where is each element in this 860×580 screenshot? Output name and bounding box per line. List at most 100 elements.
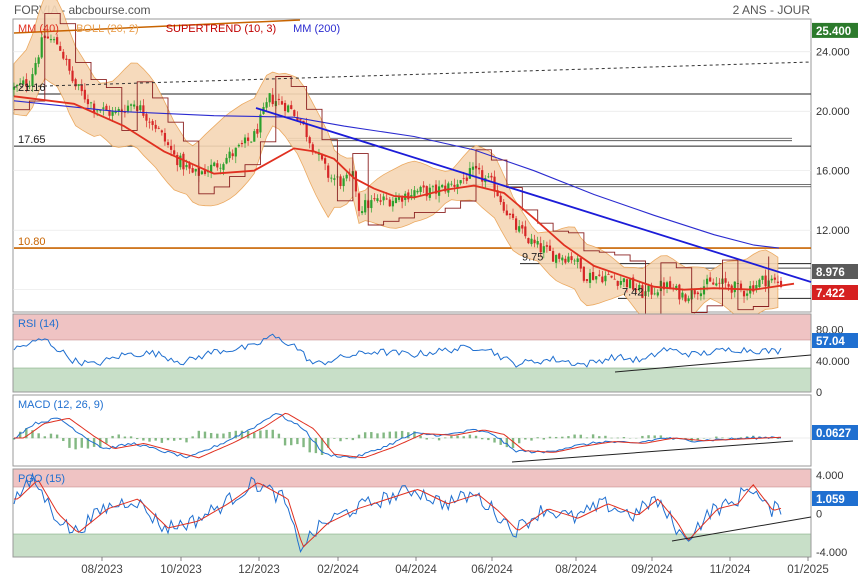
candle-body xyxy=(441,184,444,188)
candle-body xyxy=(231,153,234,157)
candle-body xyxy=(570,256,573,261)
macd-histogram-bar xyxy=(450,435,453,439)
candle-body xyxy=(108,110,111,116)
candle-body xyxy=(28,85,31,87)
supertrend-line xyxy=(14,12,770,315)
macd-histogram-bar xyxy=(37,433,40,439)
svg-text:25.400: 25.400 xyxy=(816,26,851,38)
candle-body xyxy=(31,74,34,87)
candle-body xyxy=(755,285,758,290)
macd-histogram-bar xyxy=(296,438,299,445)
candle-body xyxy=(40,37,43,58)
macd-histogram-bar xyxy=(530,438,533,441)
macd-histogram-bar xyxy=(290,438,293,446)
pgo-tick-label: 0 xyxy=(816,508,822,520)
candle-body xyxy=(247,137,250,141)
candle-body xyxy=(360,211,364,214)
candle-body xyxy=(653,293,656,295)
macd-histogram-bar xyxy=(357,434,361,439)
macd-histogram-bar xyxy=(222,433,225,439)
candle-body xyxy=(129,104,133,106)
candle-body xyxy=(22,80,25,85)
pgo-title: PGO (15) xyxy=(18,473,65,485)
macd-histogram-bar xyxy=(160,438,164,443)
candle-body xyxy=(468,168,471,179)
candle-body xyxy=(157,127,160,129)
pgo-badge: 1.059 xyxy=(812,491,858,506)
price-badge: 25.400 xyxy=(812,22,858,38)
candle-body xyxy=(176,154,179,166)
candle-body xyxy=(299,119,302,121)
macd-histogram-bar xyxy=(394,431,398,439)
legend-entry: SUPERTREND (10, 3) xyxy=(166,23,276,35)
candle-body xyxy=(243,137,247,144)
macd-histogram-bar xyxy=(246,431,250,439)
candle-body xyxy=(444,185,447,192)
svg-text:1.059: 1.059 xyxy=(816,494,845,506)
candle-body xyxy=(37,57,40,64)
candle-body xyxy=(271,94,274,105)
candle-body xyxy=(277,98,281,100)
x-tick-label: 06/2024 xyxy=(471,564,513,576)
macd-histogram-bar xyxy=(345,438,348,440)
candle-body xyxy=(696,292,699,295)
macd-histogram-bar xyxy=(474,435,478,439)
candle-body xyxy=(105,105,108,111)
candle-body xyxy=(702,286,706,295)
x-tick-label: 02/2024 xyxy=(317,564,359,576)
candle-body xyxy=(394,197,398,204)
candle-body xyxy=(533,239,536,244)
candle-body xyxy=(250,141,253,143)
candle-body xyxy=(678,284,681,300)
candle-body xyxy=(776,281,780,283)
macd-histogram-bar xyxy=(653,435,656,439)
candle-body xyxy=(370,200,373,209)
candle-body xyxy=(604,275,607,282)
candle-body xyxy=(388,199,391,207)
macd-histogram-bar xyxy=(573,434,576,439)
candle-body xyxy=(182,153,185,170)
macd-histogram-bar xyxy=(622,437,626,439)
macd-histogram-bar xyxy=(437,438,441,441)
candle-body xyxy=(465,177,468,181)
candle-body xyxy=(339,176,342,187)
candle-body xyxy=(268,93,271,103)
svg-text:57.04: 57.04 xyxy=(816,336,845,348)
macd-histogram-bar xyxy=(425,438,428,440)
macd-histogram-bar xyxy=(647,435,650,439)
candle-body xyxy=(490,175,493,178)
candle-body xyxy=(770,278,773,281)
candle-body xyxy=(518,226,521,232)
candle-body xyxy=(712,282,715,285)
macd-histogram-bar xyxy=(481,438,484,440)
downtrend-line xyxy=(255,107,812,283)
candle-body xyxy=(327,165,330,178)
candle-body xyxy=(619,280,622,285)
candle-body xyxy=(588,272,592,283)
candle-body xyxy=(145,114,148,121)
candle-body xyxy=(524,226,527,237)
candle-body xyxy=(83,89,86,100)
macd-histogram-bar xyxy=(166,438,170,441)
candle-body xyxy=(283,102,287,112)
x-tick-label: 08/2024 xyxy=(555,564,597,576)
bollinger-band xyxy=(13,0,779,324)
candle-body xyxy=(311,144,314,153)
macd-histogram-bar xyxy=(333,438,336,439)
level-label: 21.16 xyxy=(18,82,46,94)
candle-body xyxy=(256,128,259,134)
candle-body xyxy=(308,137,311,144)
rsi-panel: RSI (14) xyxy=(12,313,812,393)
candle-body xyxy=(758,279,761,288)
candle-body xyxy=(173,150,176,155)
macd-histogram-bar xyxy=(277,433,281,439)
header-period: 2 ANS - JOUR xyxy=(733,3,811,17)
macd-histogram-bar xyxy=(80,438,83,448)
candle-body xyxy=(364,200,367,213)
macd-histogram-bar xyxy=(228,431,231,439)
candle-body xyxy=(357,193,361,211)
candle-body xyxy=(558,253,561,259)
macd-histogram-bar xyxy=(179,438,182,440)
candle-body xyxy=(478,167,481,170)
legend-entry: MM (200) xyxy=(293,23,340,35)
